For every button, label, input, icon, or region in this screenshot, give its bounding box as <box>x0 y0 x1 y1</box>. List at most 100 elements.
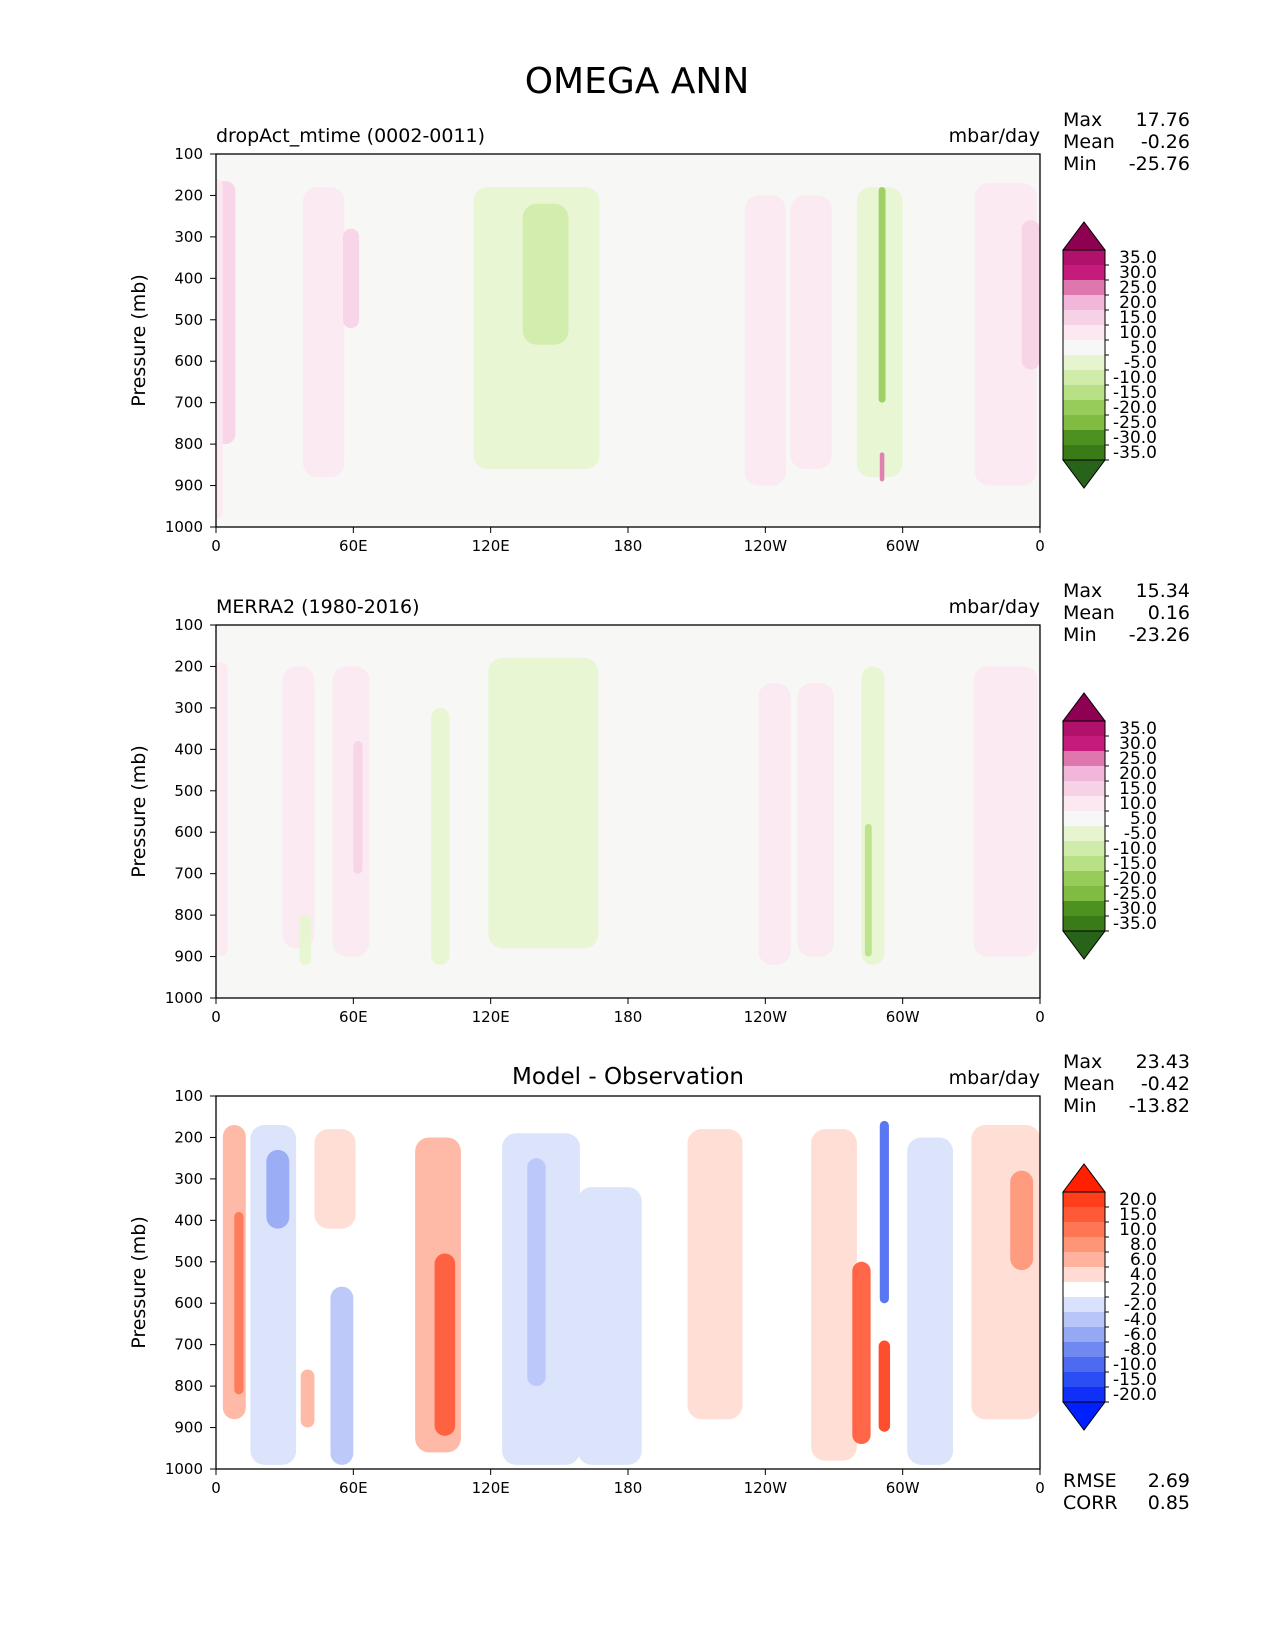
x-tick-label: 180 <box>614 1008 643 1026</box>
contour-feature <box>974 183 1037 486</box>
x-tick-label: 180 <box>614 537 643 555</box>
contour-feature <box>687 1129 743 1420</box>
figure-title: OMEGA ANN <box>525 61 750 102</box>
contour-feature <box>577 1187 642 1465</box>
colorbar-tick-label: -10.0 <box>1113 368 1157 388</box>
colorbar-swatch <box>1063 1372 1105 1388</box>
colorbar-tick-label: -20.0 <box>1113 1385 1157 1405</box>
colorbar-swatch <box>1063 841 1105 857</box>
colorbar-swatch <box>1063 1267 1105 1283</box>
colorbar-tick-label: 20.0 <box>1119 293 1157 313</box>
stat-value: 15.34 <box>1136 580 1190 602</box>
colorbar-tick-label: 10.0 <box>1119 323 1157 343</box>
colorbar-tick-label: -15.0 <box>1113 854 1157 874</box>
y-tick-label: 100 <box>174 616 203 634</box>
y-tick-label: 400 <box>174 1211 203 1229</box>
colorbar-swatch <box>1063 1222 1105 1238</box>
colorbar-swatch <box>1063 796 1105 812</box>
colorbar-swatch <box>1063 811 1105 827</box>
contour-feature <box>488 658 599 949</box>
x-tick-label: 0 <box>211 1008 221 1026</box>
contour-feature <box>431 707 450 965</box>
colorbar-swatch <box>1063 901 1105 917</box>
colorbar-swatch <box>1063 916 1105 932</box>
stat-value: 0.16 <box>1148 602 1190 624</box>
contour-feature <box>522 203 569 345</box>
colorbar-tick-label: 25.0 <box>1119 749 1157 769</box>
contour-feature <box>234 1212 244 1395</box>
colorbar-tick-label: 25.0 <box>1119 278 1157 298</box>
stat-value: 17.76 <box>1136 109 1190 131</box>
colorbar-extend-top <box>1062 221 1106 251</box>
stat-label: Min <box>1063 153 1097 175</box>
y-axis-label: Pressure (mb) <box>128 1216 150 1349</box>
contour-feature <box>879 1120 889 1304</box>
bottom-stat-label: RMSE <box>1063 1470 1117 1492</box>
contour-feature <box>332 666 370 957</box>
bottom-stat-value: 0.85 <box>1148 1492 1190 1514</box>
panel-units: mbar/day <box>949 596 1040 618</box>
colorbar-swatch <box>1063 1342 1105 1358</box>
y-tick-label: 200 <box>174 186 203 204</box>
colorbar-tick-label: -15.0 <box>1113 383 1157 403</box>
colorbar-tick-label: -20.0 <box>1113 869 1157 889</box>
colorbar-swatch <box>1063 1387 1105 1403</box>
x-tick-label: 60W <box>886 537 920 555</box>
colorbar-swatch <box>1063 430 1105 446</box>
colorbar-swatch <box>1063 766 1105 782</box>
colorbar-tick-label: 6.0 <box>1130 1250 1157 1270</box>
colorbar-swatch <box>1063 826 1105 842</box>
colorbar-swatch <box>1063 1297 1105 1313</box>
contour-feature <box>302 187 345 478</box>
y-tick-label: 500 <box>174 311 203 329</box>
y-tick-label: 800 <box>174 1377 203 1395</box>
colorbar-extend-bottom <box>1062 930 1106 960</box>
x-tick-label: 0 <box>1035 537 1045 555</box>
colorbar-swatch <box>1063 1312 1105 1328</box>
y-tick-label: 900 <box>174 1419 203 1437</box>
colorbar-swatch <box>1063 1192 1105 1208</box>
x-tick-label: 60W <box>886 1008 920 1026</box>
colorbar: 35.030.025.020.015.010.05.0-5.0-10.0-15.… <box>1062 692 1157 960</box>
contour-feature <box>907 1137 954 1465</box>
colorbar-tick-label: 20.0 <box>1119 1190 1157 1210</box>
contour-feature <box>878 187 886 403</box>
x-tick-label: 120E <box>472 1008 510 1026</box>
stat-label: Min <box>1063 624 1097 646</box>
stat-value: -25.76 <box>1129 153 1190 175</box>
y-tick-label: 800 <box>174 906 203 924</box>
x-tick-label: 0 <box>1035 1008 1045 1026</box>
x-tick-label: 60W <box>886 1479 920 1497</box>
colorbar-swatch <box>1063 280 1105 296</box>
stat-label: Max <box>1063 580 1102 602</box>
colorbar-swatch <box>1063 721 1105 737</box>
colorbar-tick-label: 4.0 <box>1130 1265 1157 1285</box>
colorbar-tick-label: 10.0 <box>1119 794 1157 814</box>
colorbar-swatch <box>1063 886 1105 902</box>
x-tick-label: 120E <box>472 1479 510 1497</box>
colorbar-swatch <box>1063 415 1105 431</box>
colorbar-tick-label: -30.0 <box>1113 899 1157 919</box>
colorbar-swatch <box>1063 1357 1105 1373</box>
stat-label: Max <box>1063 109 1102 131</box>
colorbar-tick-label: 30.0 <box>1119 734 1157 754</box>
colorbar-swatch <box>1063 370 1105 386</box>
contour-feature <box>797 683 834 957</box>
contour-feature <box>282 666 315 949</box>
contour-feature <box>343 228 360 329</box>
contour-feature <box>811 1129 857 1461</box>
contour-feature <box>852 1261 871 1445</box>
contour-feature <box>790 195 832 469</box>
y-tick-label: 700 <box>174 865 203 883</box>
colorbar-swatch <box>1063 1237 1105 1253</box>
colorbar-extend-bottom <box>1062 459 1106 489</box>
contour-feature <box>878 1340 891 1432</box>
panel-left-label: MERRA2 (1980-2016) <box>216 596 420 618</box>
contour-feature <box>330 1286 354 1465</box>
stat-label: Mean <box>1063 131 1115 153</box>
y-tick-label: 1000 <box>165 989 203 1007</box>
colorbar-tick-label: -35.0 <box>1113 914 1157 934</box>
colorbar-swatch <box>1063 295 1105 311</box>
colorbar-tick-label: -25.0 <box>1113 884 1157 904</box>
